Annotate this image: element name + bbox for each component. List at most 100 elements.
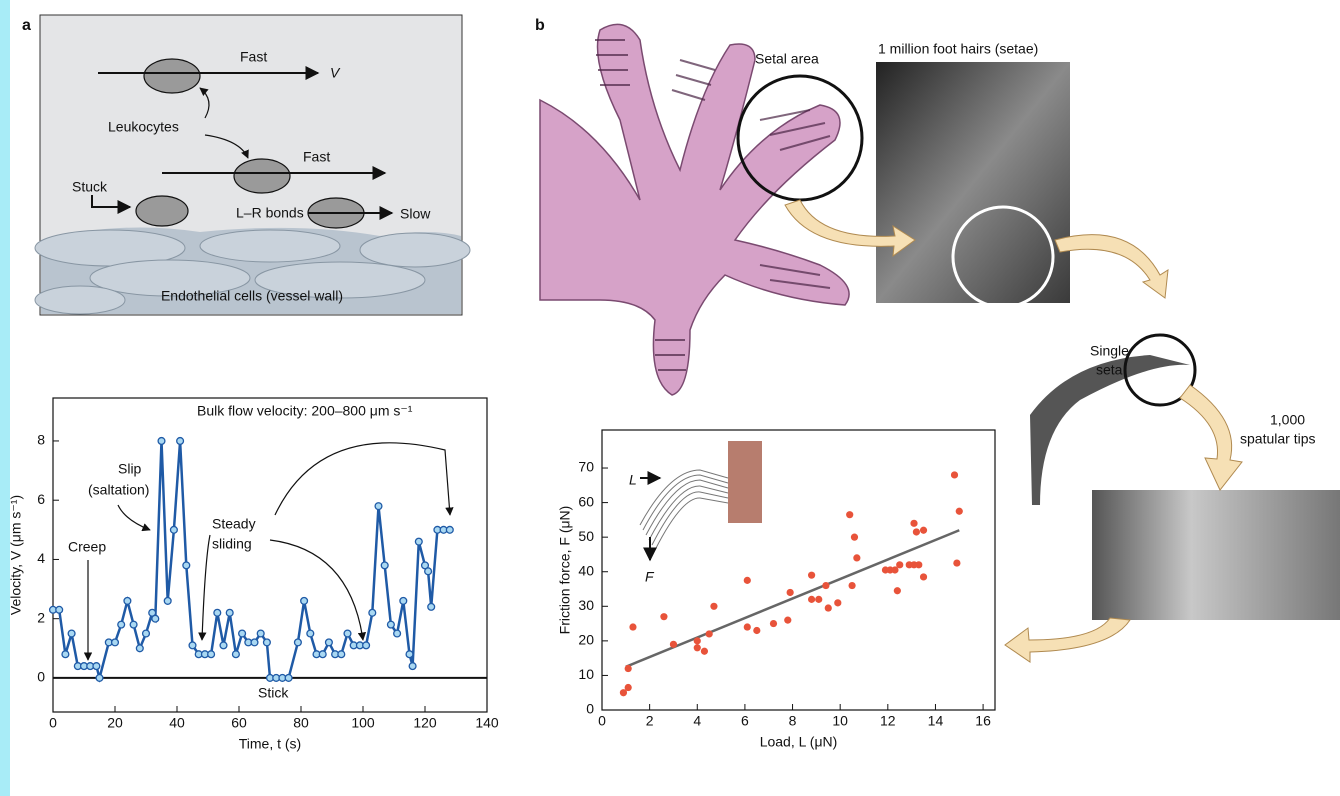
data-point [177,438,184,445]
inset: L F [629,441,762,585]
data-point [164,598,171,605]
data-point [913,528,920,535]
data-point [815,596,822,603]
data-point [208,651,215,658]
y-axis-label: Friction force, F (μN) [557,506,573,635]
data-point [896,561,903,568]
data-point [118,621,125,628]
annotation: (saltation) [88,482,149,498]
x-tick-label: 14 [928,713,944,729]
plot-frame [602,430,995,710]
data-point [130,621,137,628]
y-tick-label: 20 [578,632,594,648]
panel-label: b [535,17,545,34]
data-point [285,675,292,682]
data-point [851,534,858,541]
photo-label: seta [1096,362,1123,378]
diagram-label: L–R bonds [236,205,304,221]
panel-label: a [22,17,31,34]
data-point [400,598,407,605]
data-point [834,599,841,606]
data-point [694,637,701,644]
x-tick-label: 8 [789,713,797,729]
chart-annotations: Bulk flow velocity: 200–800 μm s⁻¹ Slip … [68,403,450,701]
y-tick-label: 0 [37,669,45,685]
x-tick-label: 0 [49,715,57,731]
photo-label: 1,000 [1270,412,1305,428]
data-point [406,651,413,658]
data-point [375,503,382,510]
data-point [706,630,713,637]
data-point [846,511,853,518]
data-point [415,538,422,545]
data-point [344,630,351,637]
y-tick-label: 2 [37,609,45,625]
annotation: L [629,472,637,488]
side-strip [0,0,10,796]
y-tick-label: 50 [578,528,594,544]
data-point [171,526,178,533]
data-point [62,651,69,658]
data-point [822,582,829,589]
x-tick-label: 100 [351,715,375,731]
diagram-label: Stuck [72,179,108,195]
x-tick-label: 20 [107,715,123,731]
data-point [848,582,855,589]
data-point [381,562,388,569]
x-tick-label: 0 [598,713,606,729]
x-tick-label: 6 [741,713,749,729]
x-tick-label: 140 [475,715,499,731]
data-point [56,606,63,613]
data-point [660,613,667,620]
y-tick-label: 8 [37,432,45,448]
data-point [96,675,103,682]
data-point [319,651,326,658]
diagram-a: Fast V Leukocytes Fast Stuck L–R bonds S… [35,15,470,315]
data-point [894,587,901,594]
data-point [394,630,401,637]
data-point [915,561,922,568]
data-point [158,438,165,445]
data-point [388,621,395,628]
data-point [920,573,927,580]
data-point [770,620,777,627]
annotation: Creep [68,539,106,555]
data-point [910,520,917,527]
data-point [112,639,119,646]
data-point [701,648,708,655]
data-point [124,598,131,605]
data-point [629,623,636,630]
data-point [694,644,701,651]
annotation: sliding [212,536,252,552]
data-point [409,663,416,670]
annotation: Slip [118,461,142,477]
data-point [301,598,308,605]
data-point [307,630,314,637]
data-point [239,630,246,637]
photo-label: Setal area [755,51,819,67]
data-point [220,642,227,649]
diagram-label: Endothelial cells (vessel wall) [161,288,343,304]
y-tick-label: 40 [578,562,594,578]
data-point [68,630,75,637]
data-point [295,639,302,646]
data-point [956,508,963,515]
data-point [93,663,100,670]
x-tick-label: 10 [832,713,848,729]
data-point [920,527,927,534]
data-point [825,604,832,611]
data-point [338,651,345,658]
data-point [625,684,632,691]
figure: a b Fast V Leukocytes Fast Stuck L–R bon… [0,0,1340,796]
y-tick-label: 4 [37,550,45,566]
x-tick-label: 60 [231,715,247,731]
data-point [369,609,376,616]
data-point [710,603,717,610]
data-point [670,641,677,648]
data-point [787,589,794,596]
data-point [136,645,143,652]
data-point [257,630,264,637]
data-point [233,651,240,658]
y-axis-label: Velocity, V (μm s⁻¹) [8,495,24,615]
x-tick-label: 4 [693,713,701,729]
